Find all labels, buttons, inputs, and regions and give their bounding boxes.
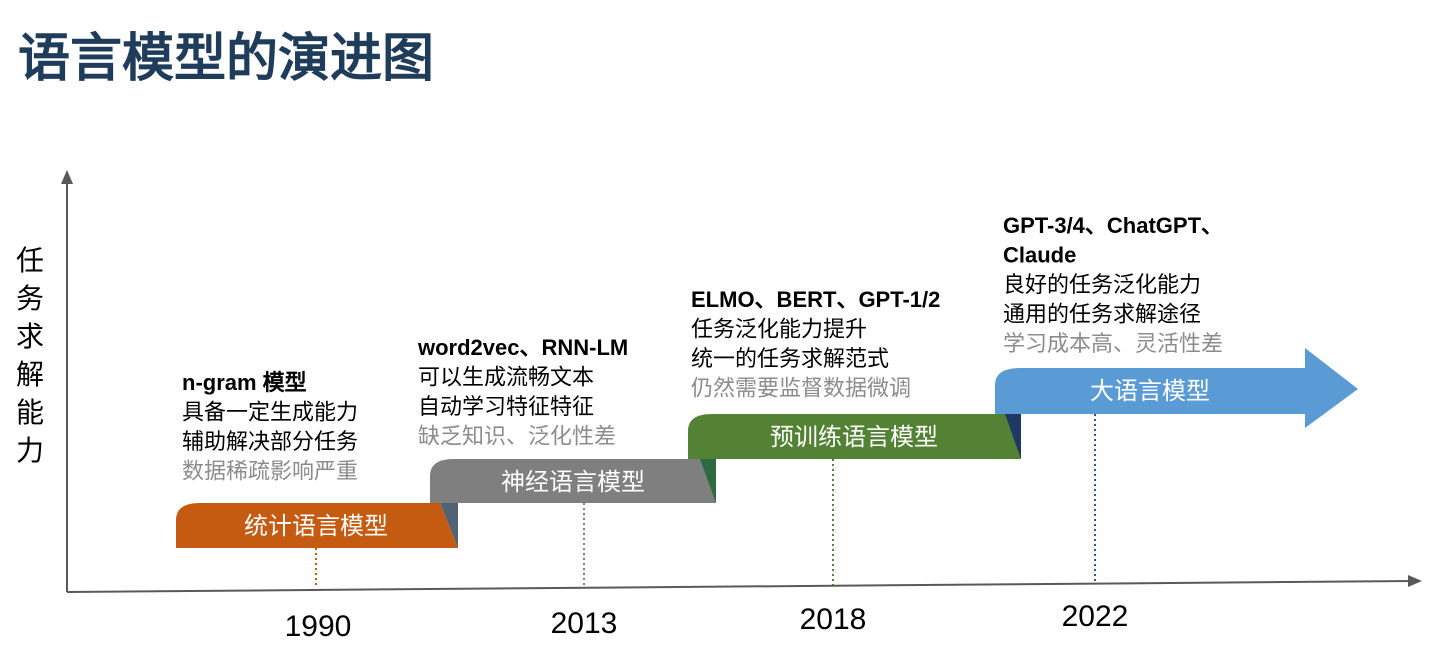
model-heading: word2vec、RNN-LM: [417, 335, 628, 360]
y-axis-arrow: [61, 170, 73, 184]
feature: 任务泛化能力提升: [691, 317, 867, 342]
feature: 辅助解决部分任务: [182, 429, 358, 454]
year-label: 2013: [551, 607, 618, 640]
stage-label: 统计语言模型: [244, 513, 388, 540]
stage-label: 神经语言模型: [501, 469, 645, 496]
year-label: 2022: [1062, 600, 1129, 633]
stage-band: [430, 459, 716, 503]
model-heading: Claude: [1003, 243, 1076, 268]
title: 语言模型的演进图: [18, 30, 434, 88]
stage-label: 大语言模型: [1090, 378, 1210, 405]
feature: 统一的任务求解范式: [691, 346, 889, 371]
feature: 具备一定生成能力: [182, 400, 358, 425]
stage-band: [176, 503, 458, 548]
feature: 可以生成流畅文本: [418, 365, 594, 390]
limitation: 数据稀疏影响严重: [182, 459, 358, 484]
stage-band: [688, 414, 1021, 459]
stage-band: [995, 348, 1358, 428]
feature: 自动学习特征特征: [418, 394, 594, 419]
year-label: 1990: [285, 610, 352, 643]
year-label: 2018: [800, 603, 867, 636]
limitation: 学习成本高、灵活性差: [1003, 331, 1223, 356]
x-axis-arrow: [1408, 575, 1422, 587]
stage-label: 预训练语言模型: [770, 424, 938, 451]
feature: 通用的任务求解途径: [1003, 302, 1201, 327]
limitation: 缺乏知识、泛化性差: [418, 424, 616, 449]
y-axis-label: 任务求解能力: [16, 245, 44, 466]
feature: 良好的任务泛化能力: [1003, 272, 1201, 297]
model-heading: n-gram 模型: [182, 370, 307, 395]
model-heading: GPT-3/4、ChatGPT、: [1003, 213, 1223, 238]
limitation: 仍然需要监督数据微调: [691, 376, 911, 401]
model-heading: ELMO、BERT、GPT-1/2: [691, 287, 940, 312]
x-axis: [66, 580, 1413, 593]
